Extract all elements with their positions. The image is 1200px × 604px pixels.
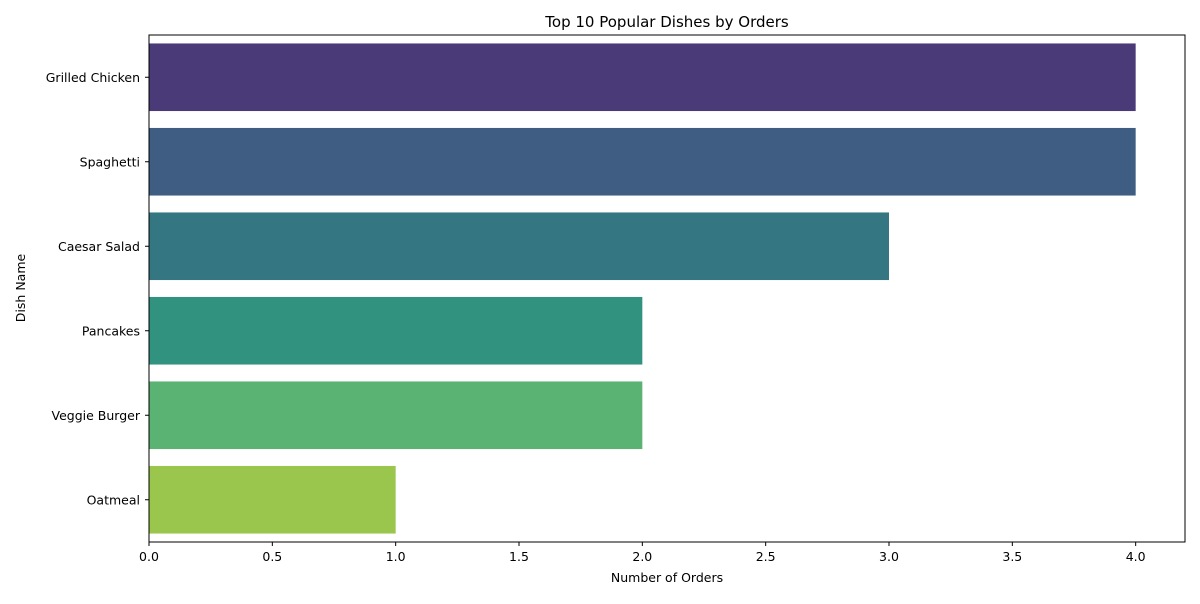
x-tick-label: 4.0 xyxy=(1126,549,1146,564)
bars-layer xyxy=(149,43,1136,534)
y-tick-label: Veggie Burger xyxy=(52,408,141,423)
y-tick-label: Caesar Salad xyxy=(58,239,140,254)
y-tick-label: Grilled Chicken xyxy=(46,70,140,85)
bar xyxy=(149,127,1136,196)
y-axis-label: Dish Name xyxy=(13,254,28,323)
x-tick-label: 1.5 xyxy=(509,549,529,564)
x-tick-label: 1.0 xyxy=(386,549,406,564)
x-tick-label: 3.5 xyxy=(1002,549,1022,564)
y-tick-label: Oatmeal xyxy=(87,492,140,507)
y-axis-ticks: Grilled Chicken Spaghetti Caesar Salad Panc… xyxy=(46,70,149,507)
bar xyxy=(149,465,396,534)
x-tick-label: 2.0 xyxy=(632,549,652,564)
y-tick-label: Spaghetti xyxy=(80,154,140,169)
x-tick-label: 0.5 xyxy=(262,549,282,564)
y-tick-label: Pancakes xyxy=(82,323,140,338)
x-tick-label: 2.5 xyxy=(756,549,776,564)
plot-frame xyxy=(148,34,1186,543)
bar xyxy=(149,212,889,281)
x-tick-label: 3.0 xyxy=(879,549,899,564)
x-axis-label: Number of Orders xyxy=(611,570,723,585)
chart-title: Top 10 Popular Dishes by Orders xyxy=(544,13,789,31)
x-axis-ticks: 0.0 0.5 1.0 1.5 2.0 2.5 3.0 3.5 4.0 xyxy=(139,542,1146,564)
bar xyxy=(149,43,1136,112)
bar xyxy=(149,296,643,365)
bar xyxy=(149,381,643,450)
x-tick-label: 0.0 xyxy=(139,549,159,564)
